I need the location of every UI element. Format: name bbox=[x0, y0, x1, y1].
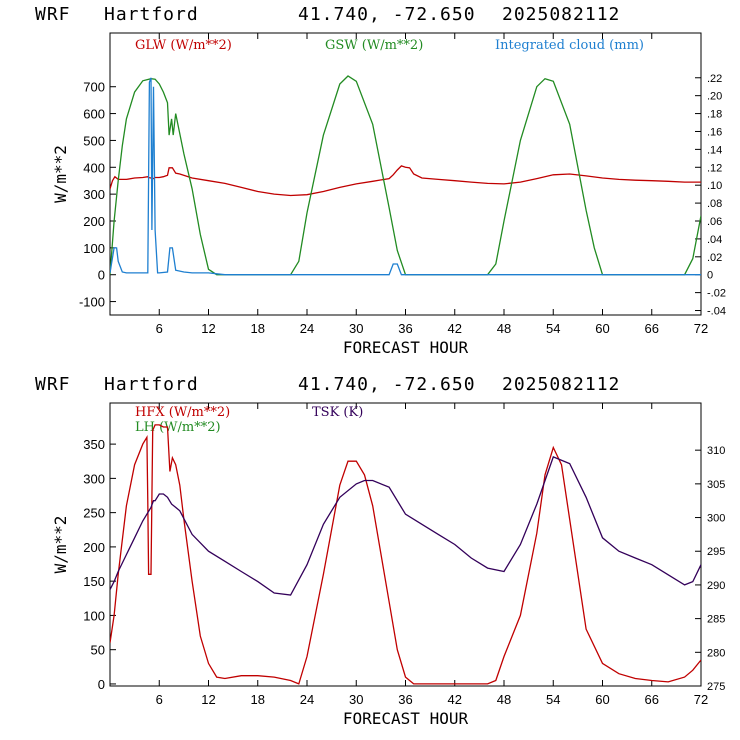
x-tick-label: 6 bbox=[156, 692, 163, 707]
series-line-hfx bbox=[110, 424, 701, 685]
top-chart-header: WRF Hartford 41.740, -72.650 2025082112 bbox=[0, 0, 740, 30]
top-location-label: Hartford bbox=[104, 4, 199, 25]
y2-tick-label: .12 bbox=[707, 162, 722, 174]
bottom-chart-header: WRF Hartford 41.740, -72.650 2025082112 bbox=[0, 370, 740, 400]
series-line-cloud bbox=[110, 77, 701, 276]
y-tick-label: 100 bbox=[83, 608, 105, 623]
x-tick-label: 60 bbox=[595, 321, 609, 336]
y-tick-label: 100 bbox=[83, 241, 105, 256]
plot-frame bbox=[109, 402, 702, 687]
y2-tick-label: .22 bbox=[707, 73, 722, 85]
y2-tick-label: .08 bbox=[707, 198, 722, 210]
x-tick-label: 18 bbox=[251, 321, 265, 336]
x-tick-label: 30 bbox=[349, 321, 363, 336]
y2-tick-label: 290 bbox=[707, 580, 725, 592]
y2-tick-label: .06 bbox=[707, 216, 722, 228]
y2-tick-label: 300 bbox=[707, 513, 725, 525]
x-tick-label: 42 bbox=[448, 692, 462, 707]
y-tick-label: -100 bbox=[79, 295, 105, 310]
bottom-coords-label: 41.740, -72.650 bbox=[298, 374, 476, 395]
x-tick-label: 66 bbox=[645, 321, 659, 336]
y2-tick-label: .20 bbox=[707, 91, 722, 103]
x-tick-label: 72 bbox=[694, 321, 708, 336]
y-tick-label: 250 bbox=[83, 506, 105, 521]
x-axis-label: FORECAST HOUR bbox=[343, 709, 469, 728]
y2-tick-label: 295 bbox=[707, 546, 725, 558]
y-tick-label: 200 bbox=[83, 214, 105, 229]
y2-tick-label: 280 bbox=[707, 647, 725, 659]
x-tick-label: 42 bbox=[448, 321, 462, 336]
x-tick-label: 18 bbox=[251, 692, 265, 707]
y-axis-label: W/m**2 bbox=[51, 145, 70, 203]
x-tick-label: 48 bbox=[497, 321, 511, 336]
x-tick-label: 24 bbox=[300, 321, 314, 336]
y2-tick-label: 275 bbox=[707, 681, 725, 693]
series-line-gsw bbox=[110, 75, 701, 276]
y2-tick-label: .10 bbox=[707, 180, 722, 192]
y-tick-label: 500 bbox=[83, 133, 105, 148]
top-model-label: WRF bbox=[35, 4, 71, 25]
top-init-label: 2025082112 bbox=[502, 4, 621, 25]
x-tick-label: 66 bbox=[645, 692, 659, 707]
y-tick-label: 150 bbox=[83, 574, 105, 589]
y-tick-label: 700 bbox=[83, 80, 105, 95]
legend-entry: LH (W/m**2) bbox=[135, 420, 221, 435]
y2-tick-label: -.02 bbox=[707, 288, 726, 300]
bottom-location-label: Hartford bbox=[104, 374, 199, 395]
y-tick-label: 50 bbox=[91, 643, 105, 658]
y2-tick-label: 0 bbox=[707, 270, 713, 282]
series-line-tsk bbox=[110, 456, 701, 596]
x-tick-label: 36 bbox=[398, 692, 412, 707]
top-coords-label: 41.740, -72.650 bbox=[298, 4, 476, 25]
y-tick-label: 300 bbox=[83, 187, 105, 202]
y-tick-label: 0 bbox=[98, 677, 105, 692]
x-tick-label: 12 bbox=[201, 321, 215, 336]
x-tick-label: 54 bbox=[546, 692, 560, 707]
y-tick-label: 300 bbox=[83, 471, 105, 486]
top-chart: 6 12 18 24 30 36 42 48 54 60 66 72 -100 0 100 200 300 400… bbox=[51, 32, 726, 357]
x-tick-label: 48 bbox=[497, 692, 511, 707]
y2-tick-label: -.04 bbox=[707, 306, 726, 318]
x-tick-label: 30 bbox=[349, 692, 363, 707]
x-tick-label: 24 bbox=[300, 692, 314, 707]
bottom-model-label: WRF bbox=[35, 374, 71, 395]
y2-tick-label: .18 bbox=[707, 109, 722, 121]
x-tick-label: 60 bbox=[595, 692, 609, 707]
x-tick-label: 6 bbox=[156, 321, 163, 336]
x-tick-label: 36 bbox=[398, 321, 412, 336]
series-line-glw bbox=[110, 165, 701, 197]
bottom-init-label: 2025082112 bbox=[502, 374, 621, 395]
y2-tick-label: .16 bbox=[707, 126, 722, 138]
x-tick-label: 72 bbox=[694, 692, 708, 707]
legend-entry: Integrated cloud (mm) bbox=[495, 38, 644, 53]
legend-entry: GLW (W/m**2) bbox=[135, 38, 232, 53]
y2-tick-label: .02 bbox=[707, 252, 722, 264]
y-tick-label: 350 bbox=[83, 437, 105, 452]
y2-tick-label: 305 bbox=[707, 479, 725, 491]
y2-tick-label: 310 bbox=[707, 445, 725, 457]
y-tick-label: 400 bbox=[83, 160, 105, 175]
legend-entry: GSW (W/m**2) bbox=[325, 38, 423, 53]
x-tick-label: 12 bbox=[201, 692, 215, 707]
legend-entry: TSK (K) bbox=[312, 405, 363, 420]
y-tick-label: 0 bbox=[98, 268, 105, 283]
y2-tick-label: .14 bbox=[707, 144, 722, 156]
x-axis-label: FORECAST HOUR bbox=[343, 338, 469, 357]
legend-entry: HFX (W/m**2) bbox=[135, 405, 230, 420]
y-tick-label: 200 bbox=[83, 540, 105, 555]
y-tick-label: 600 bbox=[83, 107, 105, 122]
y2-tick-label: .04 bbox=[707, 234, 722, 246]
y-axis-label: W/m**2 bbox=[51, 516, 70, 574]
y2-tick-label: 285 bbox=[707, 614, 725, 626]
bottom-chart: 6 12 18 24 30 36 42 48 54 60 66 72 0 50 100 150 200 250 30… bbox=[51, 402, 725, 728]
x-tick-label: 54 bbox=[546, 321, 560, 336]
